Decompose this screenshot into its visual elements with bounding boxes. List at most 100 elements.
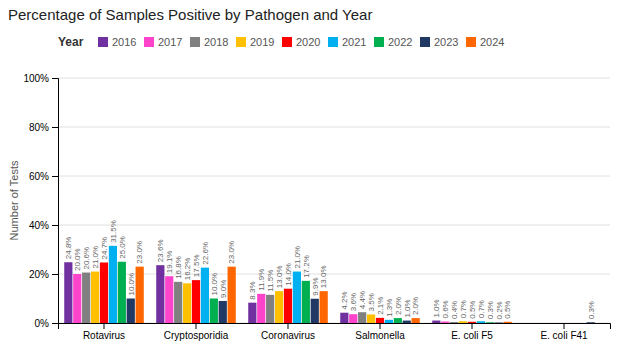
tick: Cryptosporidia xyxy=(164,323,229,341)
bar xyxy=(320,291,328,323)
data-label: 25.0% xyxy=(118,236,127,259)
legend-item: 2021 xyxy=(328,36,366,48)
data-label: 9.9% xyxy=(311,278,320,296)
bar xyxy=(257,294,265,323)
bar xyxy=(109,246,117,323)
data-label: 17.5% xyxy=(192,254,201,277)
data-label: 4.4% xyxy=(358,291,367,309)
data-label: 20.0% xyxy=(73,248,82,271)
data-label: 0.5% xyxy=(468,301,477,319)
tick-label: Cryptosporidia xyxy=(164,330,229,341)
data-label: 0.3% xyxy=(486,301,495,319)
legend-label: 2017 xyxy=(158,36,182,48)
tick-label: 40% xyxy=(29,220,49,231)
legend-item: 2017 xyxy=(144,36,182,48)
grid-line xyxy=(58,78,610,79)
bar xyxy=(432,321,440,323)
bar xyxy=(302,281,310,323)
tick-mark xyxy=(52,323,58,324)
data-label: 0.3% xyxy=(587,301,596,319)
bar xyxy=(450,322,458,323)
tick: 100% xyxy=(23,73,58,84)
legend-item: 2016 xyxy=(98,36,136,48)
legend-title: Year xyxy=(58,35,84,49)
data-label: 1.0% xyxy=(432,299,441,317)
bar xyxy=(91,272,99,323)
data-label: 23.0% xyxy=(227,241,236,264)
data-label: 8.3% xyxy=(248,281,257,299)
bar xyxy=(219,301,227,323)
tick-mark xyxy=(52,274,58,275)
tick-label: 100% xyxy=(23,73,49,84)
tick: Rotavirus xyxy=(83,323,125,341)
tick-label: E. coli F41 xyxy=(540,330,588,341)
bar xyxy=(127,299,135,324)
bar xyxy=(394,318,402,323)
bar xyxy=(412,318,420,323)
grid xyxy=(58,78,610,323)
bar xyxy=(192,280,200,323)
tick: 20% xyxy=(29,269,58,280)
tick-mark xyxy=(104,323,105,329)
bar xyxy=(183,283,191,323)
data-label: 24.7% xyxy=(100,237,109,260)
tick-mark xyxy=(52,176,58,177)
legend-label: 2024 xyxy=(480,36,504,48)
bar xyxy=(533,323,541,324)
legend-label: 2023 xyxy=(434,36,458,48)
y-axis-title: Number of Tests xyxy=(8,160,20,240)
tick-label: 0% xyxy=(35,318,50,329)
legend-swatch xyxy=(420,37,430,47)
tick-mark xyxy=(52,78,58,79)
legend-swatch xyxy=(374,37,384,47)
legend-item: 2019 xyxy=(236,36,274,48)
data-label: 0.5% xyxy=(503,301,512,319)
bar xyxy=(578,323,586,324)
bar xyxy=(587,322,595,323)
bar xyxy=(596,323,604,324)
data-label: 17.2% xyxy=(302,255,311,278)
data-label: 0.6% xyxy=(441,300,450,318)
data-label: 16.2% xyxy=(183,258,192,281)
data-label: 4.2% xyxy=(340,291,349,309)
data-label: 3.6% xyxy=(349,293,358,311)
legend-label: 2020 xyxy=(296,36,320,48)
data-label: 10.0% xyxy=(127,273,136,296)
legend-swatch xyxy=(466,37,476,47)
y-axis: 0% 20% 40% 60% 80% 100% xyxy=(23,73,58,329)
tick: 60% xyxy=(29,171,58,182)
legend-swatch xyxy=(236,37,246,47)
data-label: 0.7% xyxy=(477,300,486,318)
data-label: 0.7% xyxy=(459,300,468,318)
tick-label: 60% xyxy=(29,171,49,182)
bar xyxy=(210,299,218,324)
bar xyxy=(165,276,173,323)
tick: 80% xyxy=(29,122,58,133)
bar xyxy=(82,273,90,323)
tick: E. coli F41 xyxy=(540,323,588,341)
tick-mark xyxy=(52,225,58,226)
legend-item: 2024 xyxy=(466,36,504,48)
legend-item: 2020 xyxy=(282,36,320,48)
bar xyxy=(174,282,182,323)
data-labels: 24.8%23.6%8.3%4.2%1.0%20.0%19.1%11.9%3.6… xyxy=(64,220,595,319)
bar xyxy=(156,265,164,323)
bar xyxy=(524,323,532,324)
tick-mark xyxy=(472,323,473,329)
tick-mark xyxy=(196,323,197,329)
data-label: 21.0% xyxy=(293,246,302,269)
data-label: 11.9% xyxy=(257,269,266,291)
legend-label: 2021 xyxy=(342,36,366,48)
bar xyxy=(118,262,126,323)
data-label: 31.5% xyxy=(109,220,118,243)
tick-mark xyxy=(288,323,289,329)
bar xyxy=(64,262,72,323)
data-label: 3.5% xyxy=(367,293,376,311)
bar xyxy=(73,274,81,323)
bar xyxy=(248,303,256,323)
legend-swatch xyxy=(98,37,108,47)
series xyxy=(64,262,440,323)
bar xyxy=(441,322,449,323)
bar xyxy=(542,323,550,324)
data-label: 23.0% xyxy=(135,241,144,264)
